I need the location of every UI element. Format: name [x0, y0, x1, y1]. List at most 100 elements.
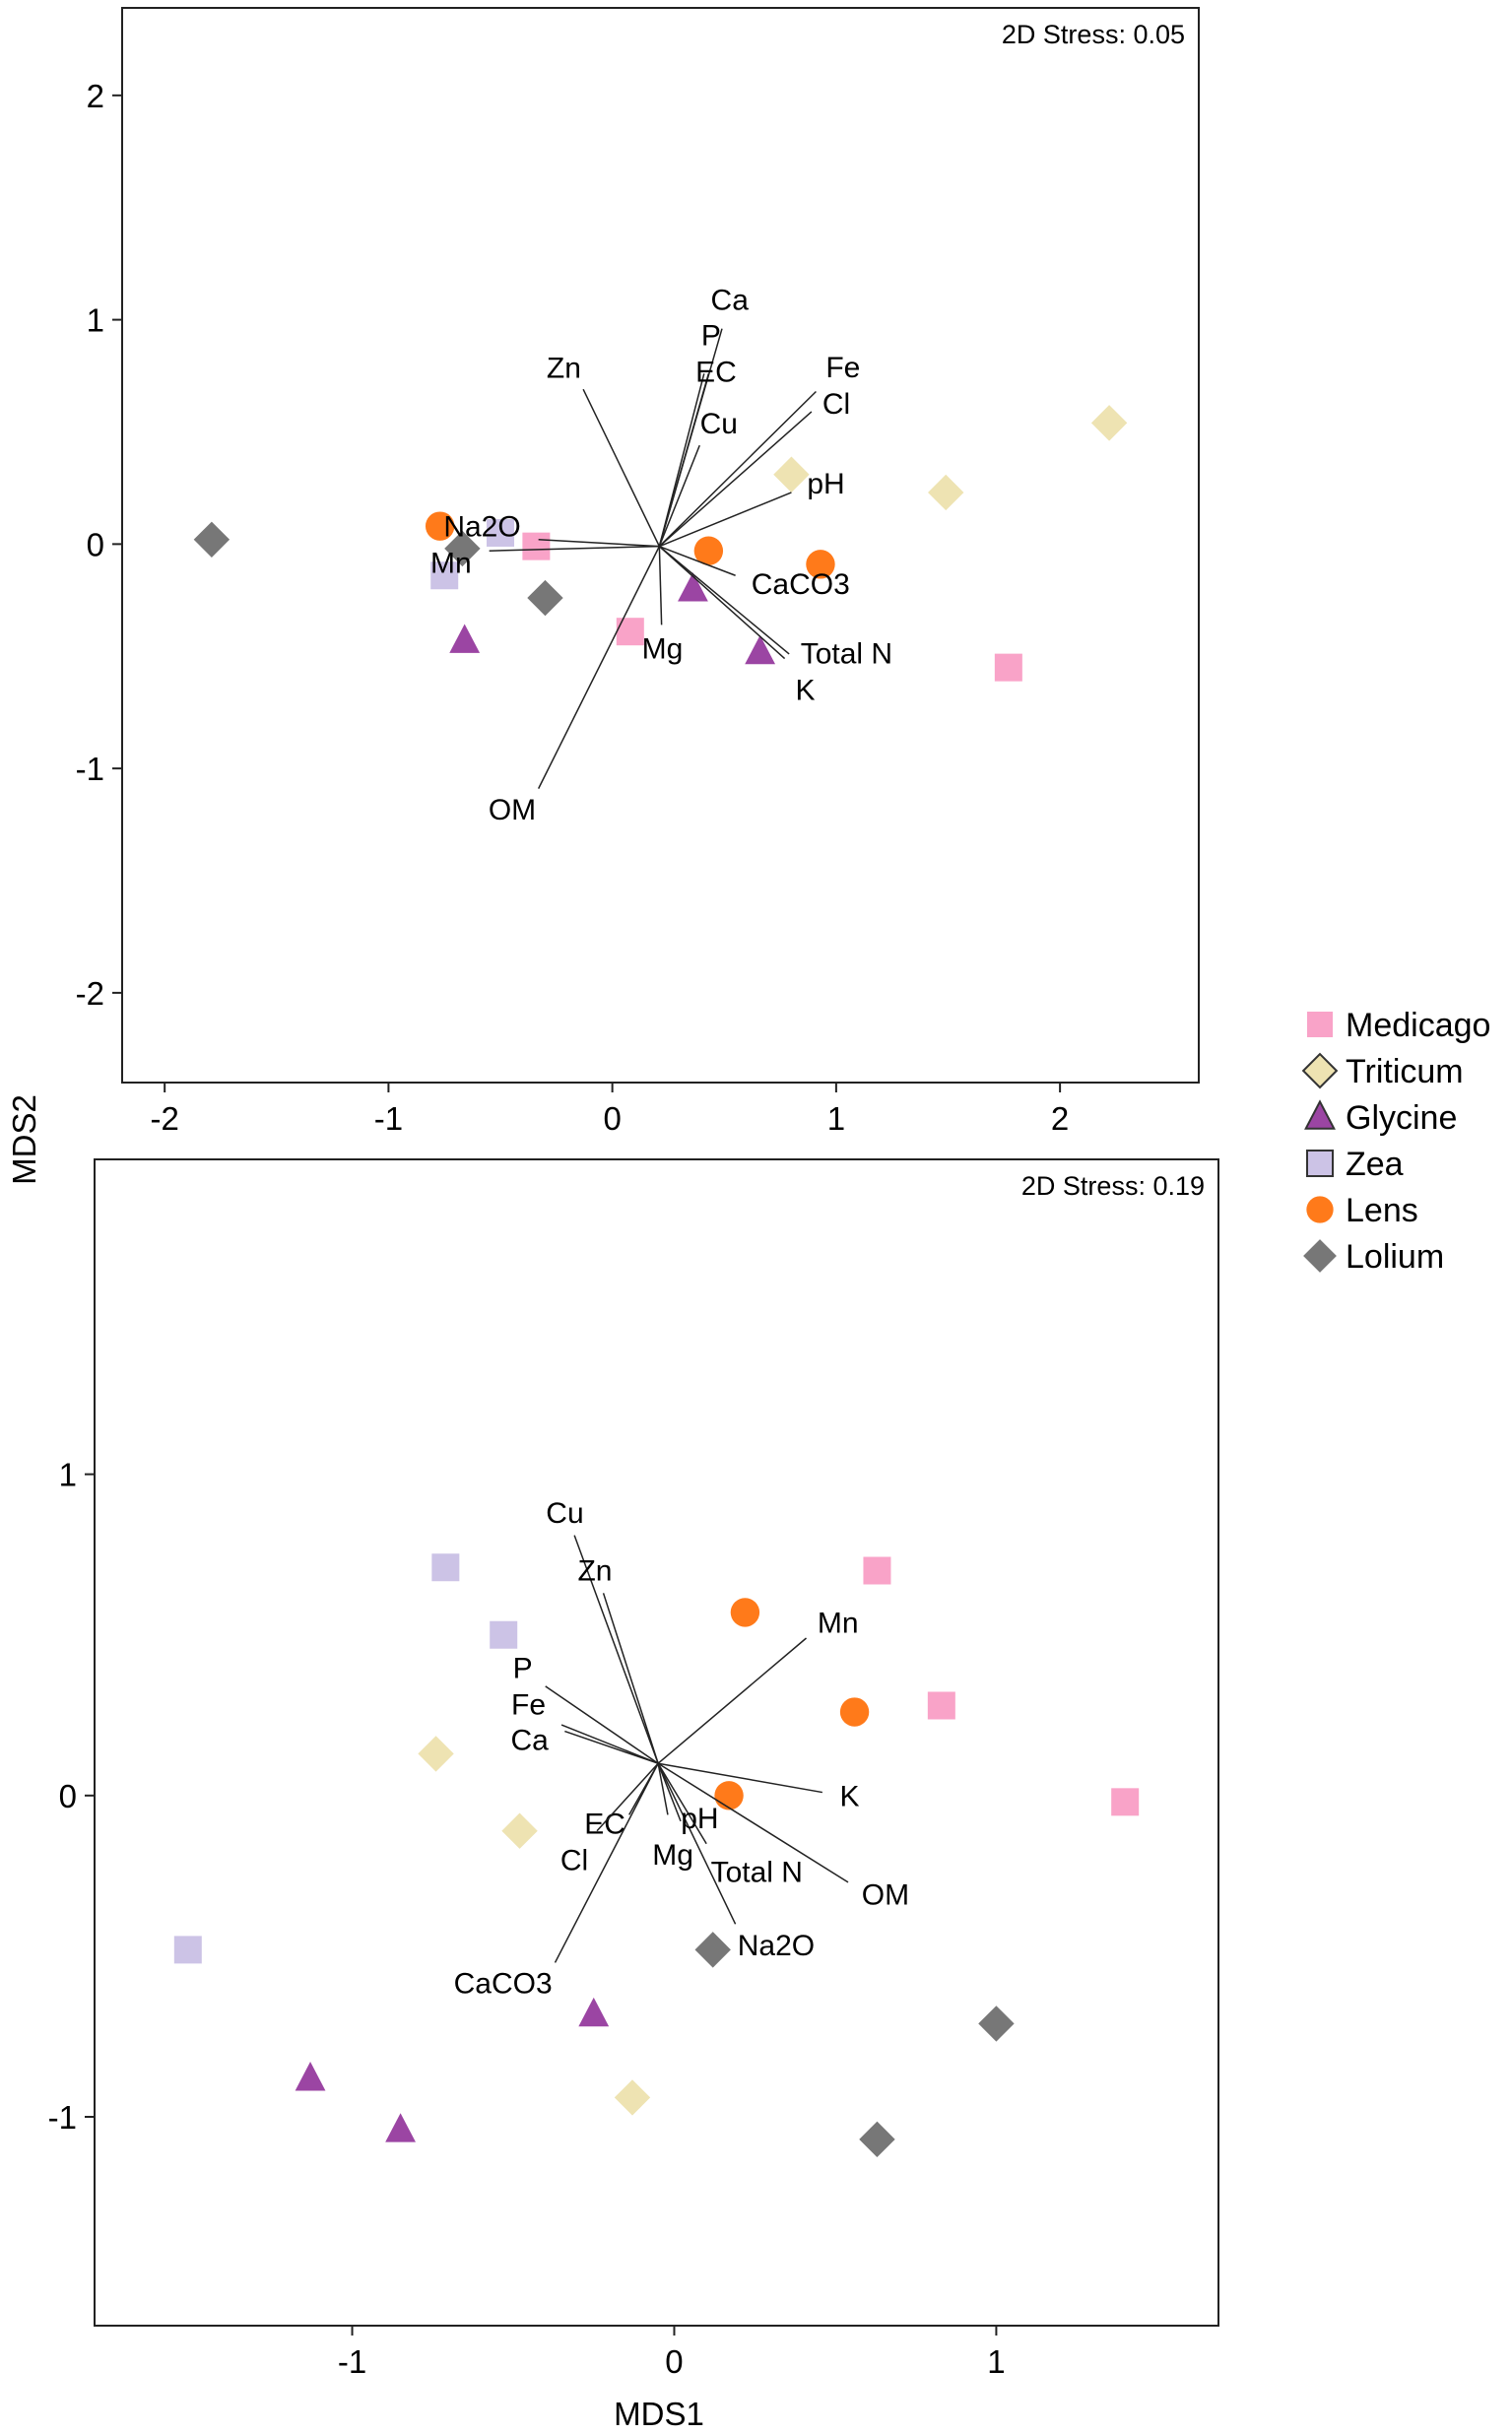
point-triticum [614, 2079, 651, 2116]
point-medicago [616, 618, 644, 646]
point-lens [839, 1697, 870, 1727]
vector-label: pH [807, 468, 844, 500]
vector-mn [657, 1637, 808, 1764]
x-tick-label: 1 [827, 1100, 845, 1137]
vector-ec [658, 373, 710, 547]
vector-label: Zn [577, 1554, 612, 1587]
vector-label: CaCO3 [752, 568, 850, 601]
vector-mn [489, 545, 660, 552]
point-lolium [193, 521, 230, 559]
vector-label: OM [862, 1879, 909, 1912]
vector-label: pH [681, 1803, 718, 1835]
plot-frame [121, 7, 1200, 1084]
vector-label: OM [489, 794, 536, 826]
legend-marker-zea [1306, 1150, 1334, 1177]
vector-label: Ca [711, 284, 750, 316]
vector-label: Mg [652, 1839, 693, 1872]
point-triticum [1090, 405, 1128, 441]
vector-total-n [657, 1762, 707, 1845]
legend: Medicago Triticum Glycine Zea Lens Lolium [1301, 1007, 1490, 1276]
point-lens [693, 536, 724, 565]
vector-label: EC [584, 1808, 625, 1840]
point-zea [430, 561, 459, 590]
y-axis-title: MDS2 [6, 1094, 42, 1185]
point-lens [425, 511, 455, 541]
point-lolium [444, 530, 481, 567]
point-glycine [385, 2113, 416, 2142]
legend-label-medicago: Medicago [1346, 1007, 1490, 1044]
legend-marker-glycine [1304, 1099, 1336, 1130]
y-tick-label: -2 [76, 975, 104, 1012]
vector-label: Zn [547, 353, 581, 385]
point-zea [490, 1620, 518, 1649]
vector-total-n [658, 546, 790, 655]
legend-label-zea: Zea [1346, 1146, 1404, 1183]
vector-p [545, 1685, 659, 1764]
y-tick-label: 0 [59, 1778, 77, 1814]
vector-label: Total N [711, 1856, 803, 1888]
vector-om [657, 1762, 849, 1883]
point-glycine [678, 572, 708, 602]
y-tick-label: -1 [76, 751, 104, 787]
vector-om [537, 546, 661, 789]
point-lolium [859, 2121, 895, 2158]
vector-label: CaCO3 [454, 1968, 553, 2001]
vector-cl [658, 411, 813, 548]
stress-annotation: 2D Stress: 0.19 [1021, 1171, 1205, 1201]
point-glycine [295, 2062, 326, 2091]
point-triticum [928, 474, 964, 511]
vector-label: Cu [546, 1497, 583, 1530]
point-glycine [745, 634, 776, 665]
vector-label: Cl [560, 1844, 588, 1876]
point-triticum [773, 456, 810, 493]
vector-label: Cu [700, 408, 738, 440]
point-medicago [522, 532, 551, 560]
x-tick-label: 0 [603, 1100, 621, 1137]
vector-label: Cl [822, 388, 850, 421]
y-tick-label: 1 [87, 302, 104, 339]
vector-label: Ca [510, 1724, 549, 1756]
vector-ca [564, 1730, 659, 1764]
vector-label: K [839, 1781, 859, 1813]
vector-label: Mn [430, 548, 472, 580]
x-tick-label: -1 [338, 2343, 366, 2380]
vector-label: Fe [825, 352, 860, 384]
vector-cu [573, 1535, 659, 1764]
x-tick-label: -1 [374, 1100, 403, 1137]
vector-label: EC [695, 357, 737, 389]
vector-k [658, 546, 786, 660]
x-axis-title: MDS1 [614, 2396, 704, 2432]
vector-mg [657, 1763, 669, 1815]
vector-label: P [701, 320, 721, 353]
vector-label: Mg [642, 632, 684, 665]
point-zea [173, 1936, 202, 1964]
vector-label: Fe [511, 1688, 546, 1721]
vector-label: Mn [818, 1607, 859, 1639]
y-tick-label: 0 [87, 526, 104, 562]
legend-label-lens: Lens [1346, 1192, 1418, 1229]
point-lolium [527, 579, 563, 617]
point-lolium [694, 1932, 731, 1968]
legend-label-lolium: Lolium [1346, 1238, 1444, 1276]
vector-cl [596, 1762, 659, 1832]
x-tick-label: 2 [1051, 1100, 1069, 1137]
vector-k [658, 1762, 823, 1794]
point-medicago [1111, 1788, 1140, 1816]
y-tick-label: 2 [87, 78, 104, 114]
vector-ph [657, 1762, 682, 1822]
point-lolium [978, 2006, 1015, 2042]
point-medicago [927, 1691, 955, 1720]
vector-fe [658, 390, 817, 548]
point-glycine [449, 624, 481, 653]
plot-frame [94, 1158, 1219, 2327]
stress-annotation: 2D Stress: 0.05 [1002, 20, 1185, 49]
x-tick-label: 1 [987, 2343, 1005, 2380]
vector-label: Na2O [738, 1930, 815, 1962]
vector-caco3 [554, 1762, 659, 1963]
vector-label: P [513, 1652, 533, 1684]
point-glycine [578, 1997, 610, 2027]
vector-cu [658, 444, 700, 547]
